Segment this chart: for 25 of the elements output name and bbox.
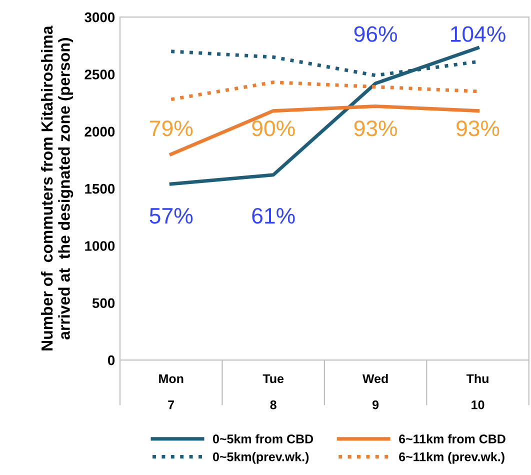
annotation: 57%: [150, 208, 193, 224]
line-series: [169, 80, 480, 102]
annotation: 96%: [354, 26, 397, 42]
y-tick-label: 1500: [85, 184, 115, 194]
category-label: Thu 10: [466, 374, 488, 410]
legend-label: 0~5km(prev.wk.): [213, 452, 309, 464]
y-axis-title: Number of commuters from Kitahiroshima arrived at the designated zone (person): [40, 26, 74, 350]
annotation: 79%: [150, 120, 193, 136]
y-tick-label: 2500: [84, 70, 115, 80]
category-label: Tue 8: [262, 374, 284, 410]
annotation: 61%: [252, 208, 295, 224]
annotation: 93%: [354, 120, 397, 136]
annotation: 93%: [456, 120, 500, 136]
y-tick-label: 1000: [85, 241, 115, 251]
category-label: Mon 7: [159, 374, 184, 410]
category-label: Wed 9: [362, 374, 388, 410]
y-tick-label: 3000: [84, 12, 115, 22]
legend-label: 6~11km from CBD: [399, 434, 506, 444]
legend-label: 0~5km from CBD: [213, 434, 314, 444]
y-tick-label: 0: [108, 355, 115, 366]
y-tick-label: 2000: [84, 126, 115, 137]
annotation: 104%: [451, 26, 506, 42]
y-tick-label: 500: [92, 298, 115, 308]
annotation: 90%: [252, 120, 295, 136]
legend-label: 6~11km (prev.wk.): [399, 452, 504, 464]
